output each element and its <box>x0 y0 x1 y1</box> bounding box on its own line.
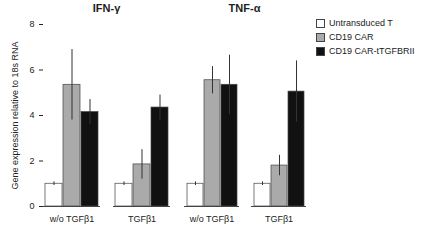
svg-text:TGFβ1: TGFβ1 <box>265 214 293 224</box>
svg-text:8: 8 <box>29 19 34 29</box>
html-text:IFN-γ: IFN-γ <box>92 2 121 14</box>
svg-text:2: 2 <box>29 156 34 166</box>
svg-text:0: 0 <box>29 201 34 211</box>
svg-text:w/o TGFβ1: w/o TGFβ1 <box>49 214 95 224</box>
svg-text:6: 6 <box>29 65 34 75</box>
html-text:Untransduced T: Untransduced T <box>329 18 393 28</box>
svg-text:Gene expression relative to 18: Gene expression relative to 18s RNA <box>10 41 20 189</box>
svg-text:4: 4 <box>29 110 34 120</box>
html-text:CD19 CAR-tTGFBRII: CD19 CAR-tTGFBRII <box>329 46 415 56</box>
svg-text:TGFβ1: TGFβ1 <box>128 214 156 224</box>
html-text:TNF-α: TNF-α <box>228 2 261 14</box>
html-text:CD19 CAR: CD19 CAR <box>329 32 374 42</box>
svg-text:w/o TGFβ1: w/o TGFβ1 <box>189 214 235 224</box>
